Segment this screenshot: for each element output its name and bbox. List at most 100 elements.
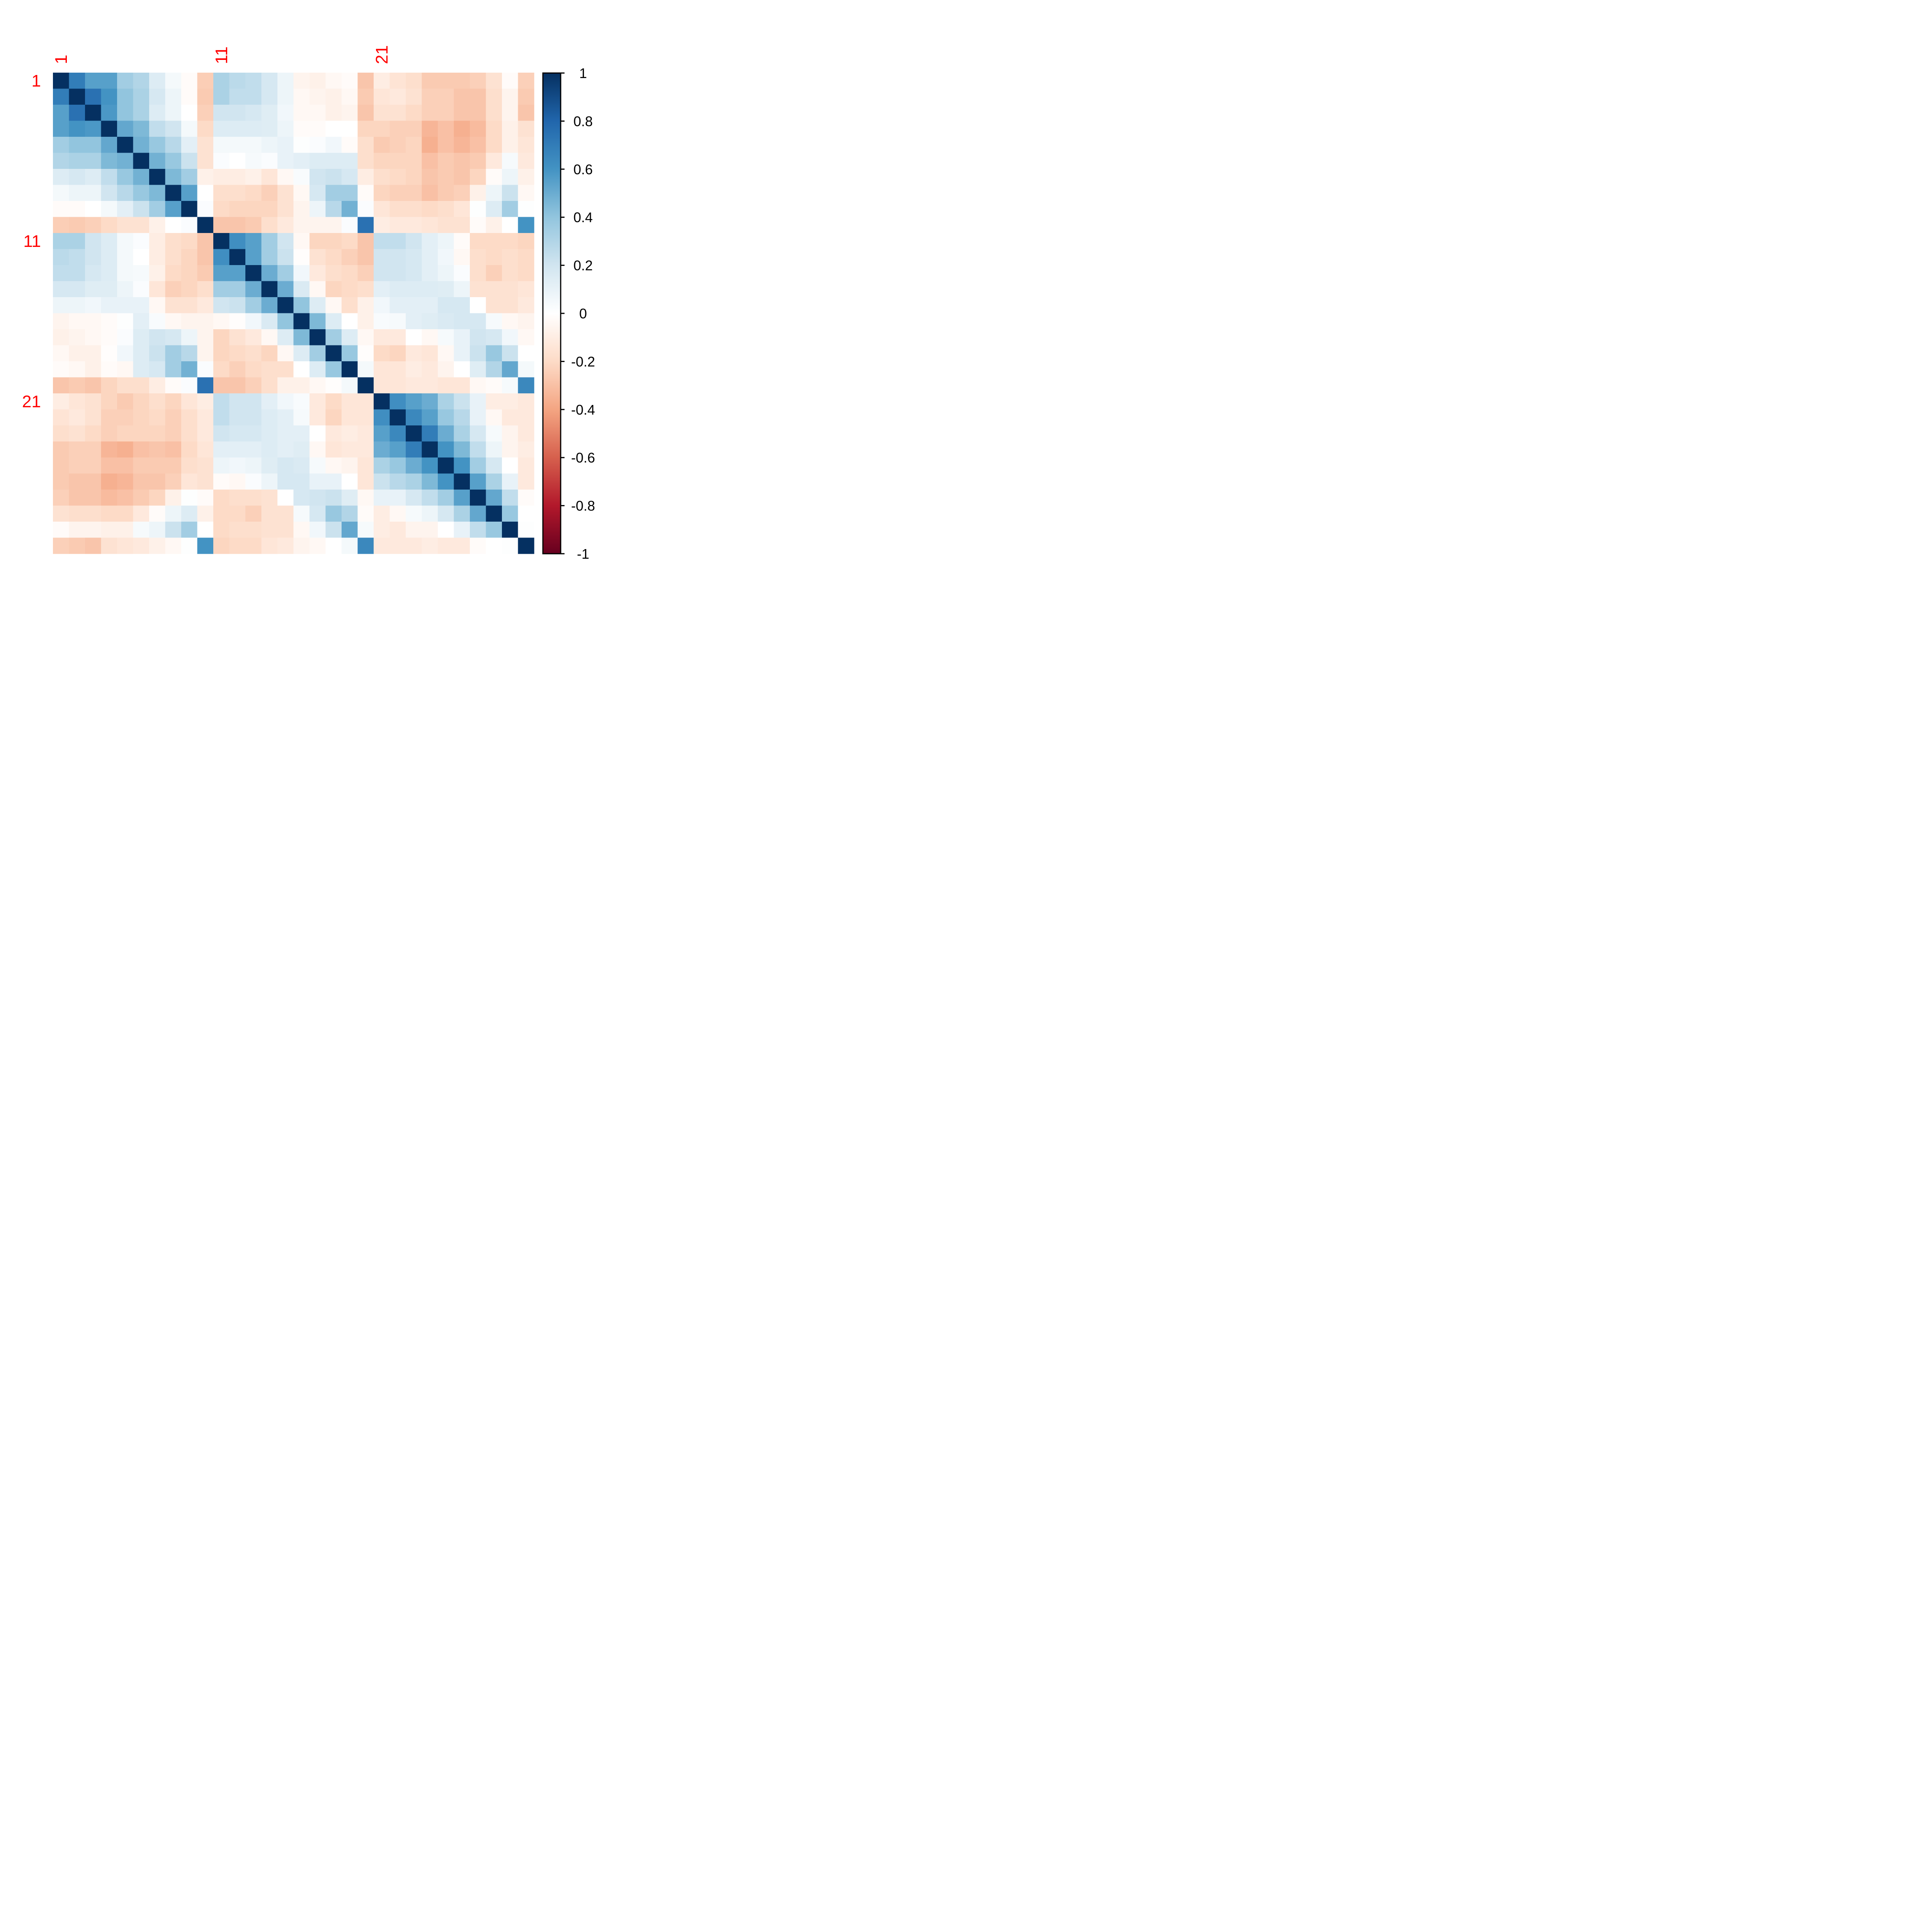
heatmap-cell: [454, 249, 470, 265]
row-label: 1: [32, 71, 41, 90]
heatmap-cell: [486, 217, 502, 233]
heatmap-cell: [229, 441, 246, 458]
heatmap-cell: [502, 233, 519, 250]
heatmap-cell: [422, 137, 438, 153]
heatmap-cell: [422, 233, 438, 250]
heatmap-cell: [261, 73, 278, 89]
heatmap-cell: [357, 233, 374, 250]
heatmap-cell: [133, 329, 150, 346]
heatmap-cell: [486, 105, 502, 121]
heatmap-cell: [101, 88, 117, 105]
heatmap-cell: [293, 393, 310, 410]
heatmap-cell: [518, 281, 534, 298]
heatmap-cell: [197, 313, 214, 330]
heatmap-cell: [518, 201, 534, 218]
heatmap-cell: [53, 329, 70, 346]
heatmap-cell: [197, 297, 214, 314]
heatmap-cell: [374, 169, 390, 185]
heatmap-cell: [277, 153, 294, 169]
heatmap-cell: [374, 345, 390, 362]
heatmap-cell: [454, 425, 470, 442]
heatmap-cell: [133, 105, 150, 121]
heatmap-cell: [357, 249, 374, 265]
heatmap-cell: [101, 441, 117, 458]
heatmap-cell: [374, 490, 390, 506]
heatmap-cell: [357, 121, 374, 137]
heatmap-cell: [438, 217, 454, 233]
heatmap-cell: [502, 297, 519, 314]
heatmap-cell: [101, 265, 117, 282]
heatmap-cell: [229, 409, 246, 426]
heatmap-cell: [69, 73, 85, 89]
heatmap-cell: [213, 233, 230, 250]
heatmap-cell: [422, 313, 438, 330]
heatmap-cell: [486, 409, 502, 426]
heatmap-cell: [518, 425, 534, 442]
heatmap-cell: [342, 201, 358, 218]
heatmap-cell: [261, 473, 278, 490]
heatmap-cell: [502, 537, 519, 554]
heatmap-cell: [133, 393, 150, 410]
heatmap-cell: [165, 329, 182, 346]
heatmap-cell: [293, 441, 310, 458]
heatmap-cell: [245, 377, 262, 394]
heatmap-cell: [342, 329, 358, 346]
heatmap-cell: [406, 233, 422, 250]
heatmap-cell: [486, 425, 502, 442]
heatmap-cell: [149, 409, 166, 426]
heatmap-cell: [422, 361, 438, 378]
heatmap-cell: [325, 537, 342, 554]
heatmap-cell: [502, 473, 519, 490]
heatmap-cell: [342, 297, 358, 314]
colorbar-tick-label: -0.2: [571, 354, 595, 369]
heatmap-cell: [101, 169, 117, 185]
heatmap-cell: [470, 409, 486, 426]
heatmap-cell: [502, 409, 519, 426]
heatmap-cell: [406, 393, 422, 410]
heatmap-cell: [213, 522, 230, 538]
heatmap-cell: [165, 73, 182, 89]
heatmap-cell: [389, 377, 406, 394]
heatmap-cell: [422, 345, 438, 362]
heatmap-cell: [325, 409, 342, 426]
heatmap-cell: [518, 233, 534, 250]
heatmap-cell: [470, 88, 486, 105]
heatmap-cell: [454, 88, 470, 105]
heatmap-cell: [342, 233, 358, 250]
heatmap-cell: [69, 457, 85, 474]
heatmap-cell: [518, 377, 534, 394]
heatmap-cell: [245, 201, 262, 218]
heatmap-cell: [293, 185, 310, 201]
heatmap-cell: [117, 88, 134, 105]
heatmap-cell: [181, 393, 198, 410]
heatmap-cell: [422, 490, 438, 506]
heatmap-cell: [470, 313, 486, 330]
heatmap-cell: [518, 537, 534, 554]
heatmap-cell: [197, 88, 214, 105]
heatmap-cell: [133, 297, 150, 314]
heatmap-cell: [213, 457, 230, 474]
heatmap-cell: [69, 265, 85, 282]
heatmap-cell: [293, 409, 310, 426]
heatmap-cell: [149, 185, 166, 201]
heatmap-cell: [406, 473, 422, 490]
heatmap-cell: [374, 249, 390, 265]
heatmap-cell: [53, 217, 70, 233]
heatmap-cell: [310, 73, 326, 89]
heatmap-cell: [101, 313, 117, 330]
heatmap-cell: [454, 441, 470, 458]
heatmap-cell: [165, 297, 182, 314]
heatmap-cell: [229, 393, 246, 410]
heatmap-cell: [69, 121, 85, 137]
heatmap-cell: [117, 137, 134, 153]
heatmap-cell: [422, 505, 438, 522]
heatmap-cell: [470, 361, 486, 378]
heatmap-cell: [325, 457, 342, 474]
heatmap-cell: [454, 361, 470, 378]
heatmap-cell: [229, 185, 246, 201]
heatmap-cell: [502, 217, 519, 233]
heatmap-cell: [422, 73, 438, 89]
heatmap-cell: [165, 473, 182, 490]
heatmap-cell: [454, 105, 470, 121]
heatmap-cell: [165, 185, 182, 201]
